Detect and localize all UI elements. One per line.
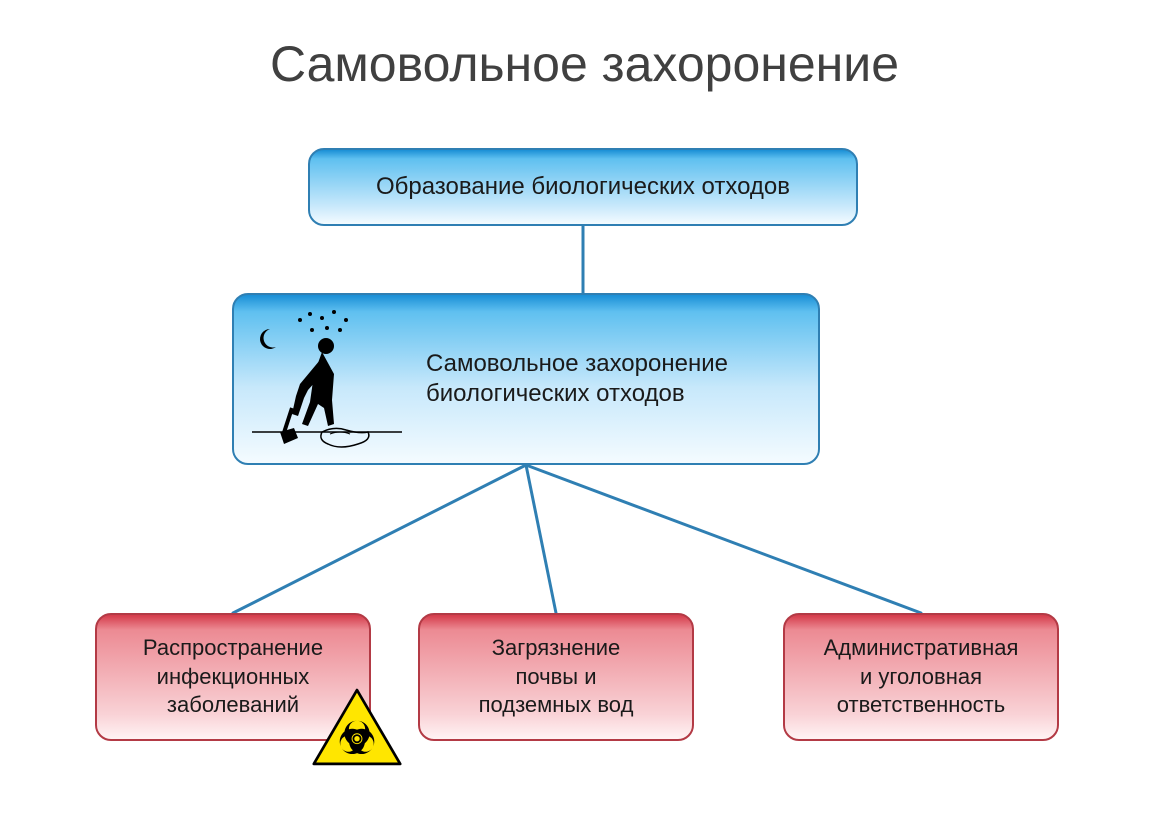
page-title: Самовольное захоронение xyxy=(0,0,1169,93)
node-pollution-label: Загрязнениепочвы иподземных вод xyxy=(479,634,634,720)
node-pollution: Загрязнениепочвы иподземных вод xyxy=(418,613,694,741)
person-digging-icon xyxy=(252,304,402,454)
node-burial-label: Самовольное захоронениебиологических отх… xyxy=(426,349,728,409)
node-formation-label: Образование биологических отходов xyxy=(376,173,790,201)
biohazard-icon xyxy=(312,688,402,766)
node-burial: Самовольное захоронениебиологических отх… xyxy=(232,293,820,465)
node-liability-label: Административнаяи уголовнаяответственнос… xyxy=(824,634,1019,720)
node-formation: Образование биологических отходов xyxy=(308,148,858,226)
node-disease-label: Распространениеинфекционныхзаболеваний xyxy=(143,634,323,720)
node-liability: Административнаяи уголовнаяответственнос… xyxy=(783,613,1059,741)
